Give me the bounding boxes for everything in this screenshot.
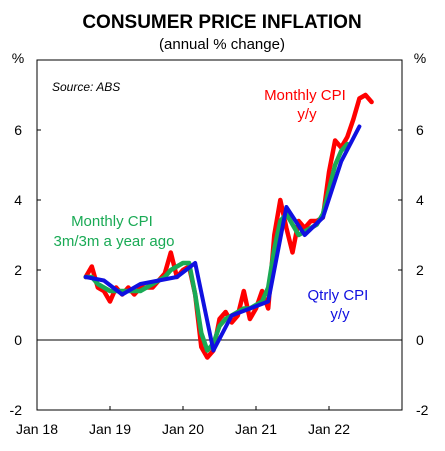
y-tick-label-right-2: 2 bbox=[416, 262, 424, 278]
x-tick-label-2: Jan 20 bbox=[162, 421, 204, 437]
x-tick-label-3: Jan 21 bbox=[235, 421, 277, 437]
series-line-qtrly-cpi-yy bbox=[83, 124, 362, 353]
y-tick-label-right-3: 4 bbox=[416, 192, 424, 208]
y-tick-label-left-1: 0 bbox=[14, 332, 22, 348]
source-note: Source: ABS bbox=[52, 80, 120, 94]
x-tick-label-4: Jan 22 bbox=[308, 421, 350, 437]
right-y-axis: -2 0 2 4 6 bbox=[398, 122, 429, 418]
series-label-monthly-cpi-3m3m: Monthly CPI 3m/3m a year ago bbox=[54, 213, 175, 250]
chart-subtitle: (annual % change) bbox=[159, 36, 285, 53]
plot-frame bbox=[36, 59, 403, 411]
left-y-axis: -2 0 2 4 6 bbox=[10, 122, 41, 418]
y-tick-label-left-2: 2 bbox=[14, 262, 22, 278]
right-axis-unit: % bbox=[414, 50, 426, 66]
y-tick-label-left-3: 4 bbox=[14, 192, 22, 208]
series-layer bbox=[83, 92, 374, 360]
series-label-qtrly-cpi-yy: Qtrly CPI y/y bbox=[307, 287, 372, 323]
y-tick-label-left-0: -2 bbox=[10, 402, 23, 418]
series-label-monthly-cpi-yy: Monthly CPI y/y bbox=[264, 87, 350, 123]
y-tick-label-right-0: -2 bbox=[416, 402, 429, 418]
y-tick-label-right-4: 6 bbox=[416, 122, 424, 138]
left-axis-unit: % bbox=[12, 50, 24, 66]
y-tick-label-left-4: 6 bbox=[14, 122, 22, 138]
x-tick-label-1: Jan 19 bbox=[89, 421, 131, 437]
chart-title: CONSUMER PRICE INFLATION bbox=[82, 12, 361, 33]
y-tick-label-right-1: 0 bbox=[416, 332, 424, 348]
x-axis: Jan 18 Jan 19 Jan 20 Jan 21 Jan 22 bbox=[16, 406, 350, 437]
x-tick-label-0: Jan 18 bbox=[16, 421, 58, 437]
